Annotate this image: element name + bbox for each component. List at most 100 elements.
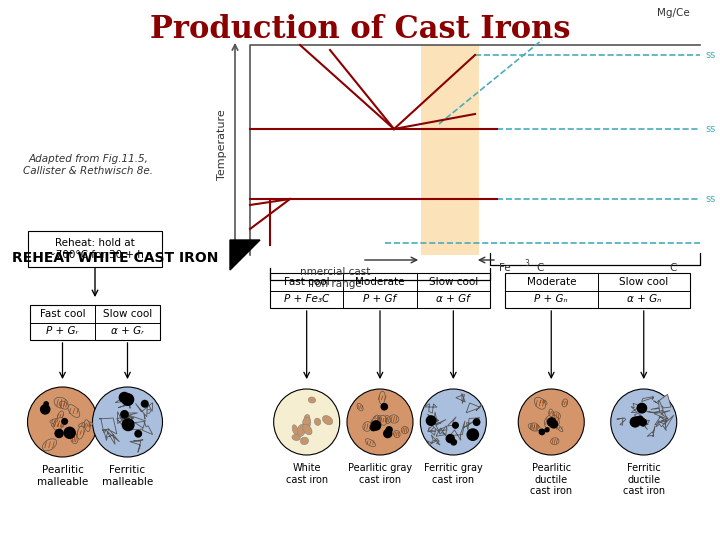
Polygon shape [450, 421, 465, 441]
Polygon shape [118, 401, 130, 408]
Polygon shape [447, 417, 458, 429]
Circle shape [121, 393, 135, 406]
Text: Fast cool: Fast cool [284, 278, 330, 287]
Circle shape [274, 389, 340, 455]
Ellipse shape [84, 420, 90, 431]
Polygon shape [143, 421, 153, 435]
Circle shape [636, 403, 647, 414]
Ellipse shape [401, 427, 408, 434]
Polygon shape [638, 417, 647, 427]
Text: Temperature: Temperature [217, 110, 227, 180]
Ellipse shape [308, 397, 315, 403]
Text: Adapted from Fig.11.5,
Callister & Rethwisch 8e.: Adapted from Fig.11.5, Callister & Rethw… [23, 154, 153, 176]
Polygon shape [651, 394, 671, 409]
Polygon shape [642, 396, 654, 402]
Text: C: C [536, 263, 544, 273]
Text: 3: 3 [524, 259, 529, 268]
Text: White
cast iron: White cast iron [286, 463, 328, 484]
Circle shape [347, 389, 413, 455]
Polygon shape [102, 429, 109, 441]
Polygon shape [144, 408, 152, 419]
Ellipse shape [78, 422, 93, 428]
Circle shape [370, 424, 377, 431]
Polygon shape [436, 427, 447, 436]
Polygon shape [428, 427, 436, 435]
Ellipse shape [552, 412, 560, 420]
FancyBboxPatch shape [28, 231, 162, 267]
Circle shape [636, 415, 644, 424]
Ellipse shape [71, 433, 78, 444]
Polygon shape [122, 415, 134, 426]
Text: Slow cool: Slow cool [103, 309, 152, 320]
Circle shape [55, 429, 64, 438]
Text: P + Gᵣ: P + Gᵣ [46, 326, 78, 335]
FancyBboxPatch shape [30, 305, 160, 340]
Ellipse shape [53, 417, 64, 430]
Ellipse shape [556, 424, 563, 432]
Ellipse shape [371, 415, 379, 428]
Polygon shape [122, 413, 138, 430]
Ellipse shape [357, 403, 363, 411]
Ellipse shape [323, 416, 333, 425]
Ellipse shape [373, 416, 382, 420]
Ellipse shape [380, 415, 387, 426]
Circle shape [40, 404, 50, 415]
Polygon shape [440, 426, 447, 434]
Text: ss: ss [705, 124, 715, 134]
Circle shape [472, 418, 480, 426]
Ellipse shape [394, 430, 400, 437]
Polygon shape [122, 417, 133, 428]
Polygon shape [656, 421, 667, 430]
FancyBboxPatch shape [505, 273, 690, 308]
Polygon shape [464, 417, 480, 430]
Polygon shape [126, 415, 146, 430]
Polygon shape [130, 440, 143, 453]
Text: Production of Cast Irons: Production of Cast Irons [150, 15, 570, 45]
Text: P + Gₙ: P + Gₙ [534, 294, 568, 303]
Circle shape [547, 420, 554, 426]
Text: Pearlitic
ductile
cast iron: Pearlitic ductile cast iron [530, 463, 572, 496]
Circle shape [639, 418, 647, 427]
Ellipse shape [544, 415, 555, 428]
Ellipse shape [54, 397, 68, 408]
Ellipse shape [375, 416, 383, 424]
Polygon shape [427, 440, 438, 445]
Circle shape [119, 392, 130, 403]
Bar [421, 45, 479, 255]
Circle shape [92, 387, 163, 457]
Circle shape [140, 400, 149, 408]
Ellipse shape [551, 438, 559, 444]
Text: Ferritic gray
cast iron: Ferritic gray cast iron [424, 463, 482, 484]
Polygon shape [647, 427, 655, 437]
Circle shape [539, 429, 545, 435]
Polygon shape [631, 403, 640, 413]
Text: P + Fe₃C: P + Fe₃C [284, 294, 329, 303]
Ellipse shape [58, 411, 63, 421]
Polygon shape [424, 404, 437, 413]
Text: Fe: Fe [500, 263, 511, 273]
Circle shape [632, 416, 642, 426]
Circle shape [467, 428, 480, 441]
Circle shape [544, 427, 550, 433]
Circle shape [518, 389, 584, 455]
Ellipse shape [302, 424, 312, 435]
Polygon shape [135, 403, 153, 417]
Text: REHEAT WHITE CAST IRON: REHEAT WHITE CAST IRON [12, 251, 218, 265]
Polygon shape [431, 435, 440, 445]
Circle shape [450, 438, 457, 445]
Polygon shape [99, 418, 117, 434]
Ellipse shape [50, 418, 60, 423]
Ellipse shape [549, 409, 553, 417]
Polygon shape [456, 393, 465, 404]
Text: C: C [670, 263, 677, 273]
Text: Mg/Ce: Mg/Ce [657, 8, 689, 18]
Text: Ferritic
ductile
cast iron: Ferritic ductile cast iron [623, 463, 665, 496]
Text: α + Gₙ: α + Gₙ [626, 294, 661, 303]
Circle shape [63, 427, 76, 439]
Polygon shape [639, 418, 649, 425]
Circle shape [27, 387, 97, 457]
Ellipse shape [534, 397, 546, 409]
Ellipse shape [365, 439, 375, 447]
Circle shape [122, 418, 135, 431]
Polygon shape [467, 403, 482, 413]
